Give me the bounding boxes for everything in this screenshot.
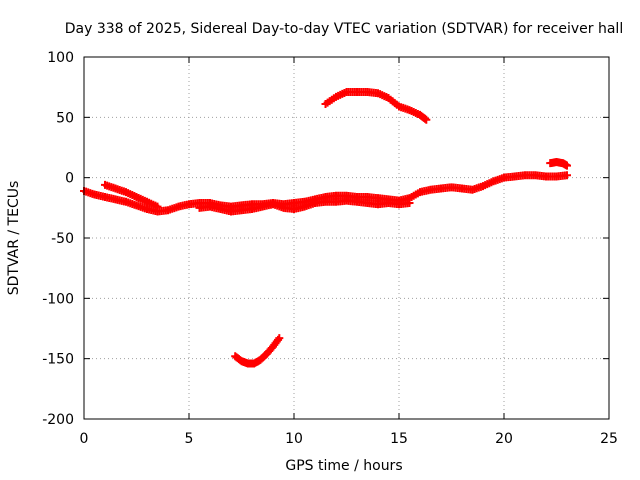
x-axis-label: GPS time / hours <box>285 458 402 474</box>
series-main-trace <box>80 171 571 216</box>
data-point <box>563 161 571 170</box>
y-tick-label: 50 <box>56 110 74 126</box>
data-point <box>405 199 414 208</box>
grid <box>84 57 609 419</box>
y-tick-label: 100 <box>47 50 74 66</box>
data-point <box>563 171 571 180</box>
x-tick-label: 15 <box>390 431 408 447</box>
x-tick-label: 10 <box>285 431 303 447</box>
y-tick-label: -50 <box>51 231 74 247</box>
y-axis-label: SDTVAR / TECUs <box>6 181 22 296</box>
data-points <box>80 87 571 368</box>
data-point <box>422 115 431 124</box>
data-point <box>275 334 284 343</box>
x-tick-label: 5 <box>185 431 194 447</box>
plot-frame <box>83 56 610 420</box>
y-tick-label: -150 <box>42 352 74 368</box>
x-tick-label: 25 <box>600 431 618 447</box>
x-tick-label: 0 <box>80 431 89 447</box>
series-end-blip <box>546 157 571 170</box>
chart-title: Day 338 of 2025, Sidereal Day-to-day VTE… <box>65 21 623 37</box>
series-lower-band <box>195 196 414 216</box>
y-tick-label: -200 <box>42 412 74 428</box>
y-tick-label: -100 <box>42 291 74 307</box>
series-low-arc <box>231 334 284 368</box>
data-point <box>153 202 162 211</box>
axis-ticks: 0 5 10 15 20 25 -200 -150 -100 -50 0 50 100 <box>42 50 618 447</box>
series-high-arc <box>321 87 431 124</box>
x-tick-label: 20 <box>495 431 513 447</box>
y-tick-label: 0 <box>65 171 74 187</box>
series-upper-band <box>101 180 162 211</box>
